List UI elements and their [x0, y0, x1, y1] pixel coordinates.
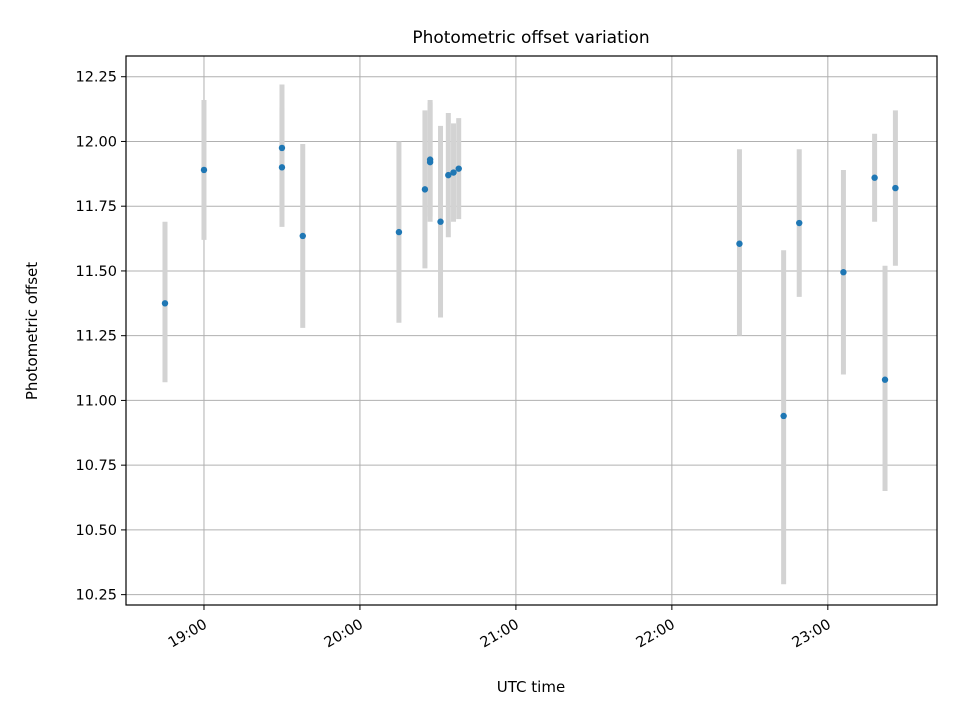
y-tick-label: 12.25 — [75, 70, 117, 86]
data-point — [796, 219, 803, 227]
y-axis-label: Photometric offset — [23, 262, 41, 400]
chart-title: Photometric offset variation — [412, 28, 649, 48]
data-point — [871, 174, 878, 181]
data-point — [840, 269, 847, 276]
data-point — [426, 156, 434, 163]
data-point — [881, 376, 889, 383]
y-tick-label: 12.00 — [75, 134, 117, 150]
data-point — [445, 171, 452, 179]
data-point — [278, 164, 286, 171]
data-point — [736, 240, 743, 247]
data-point — [299, 232, 306, 240]
data-point — [161, 300, 169, 307]
y-tick-label: 11.25 — [75, 329, 117, 345]
data-point — [421, 186, 429, 193]
plot-frame — [125, 55, 938, 606]
grid — [126, 56, 937, 605]
y-axis-ticks: 10.25 10.50 10.75 11.00 11.25 11.50 11.75 12.00… — [75, 70, 126, 604]
data-point — [200, 166, 208, 174]
data-point — [892, 184, 899, 192]
y-tick-label: 10.75 — [75, 458, 117, 474]
y-tick-label: 10.50 — [75, 523, 117, 539]
data-point — [437, 218, 444, 225]
data-point — [278, 144, 286, 152]
y-tick-label: 11.00 — [75, 393, 117, 409]
y-tick-label: 11.50 — [75, 264, 117, 280]
data-point — [450, 169, 457, 176]
x-axis-label: UTC time — [497, 678, 565, 696]
y-tick-label: 11.75 — [75, 199, 117, 215]
data-point — [455, 165, 462, 172]
y-tick-label: 10.25 — [75, 588, 117, 604]
data-point — [395, 228, 403, 236]
data-point — [780, 412, 787, 420]
data-points — [161, 144, 899, 420]
